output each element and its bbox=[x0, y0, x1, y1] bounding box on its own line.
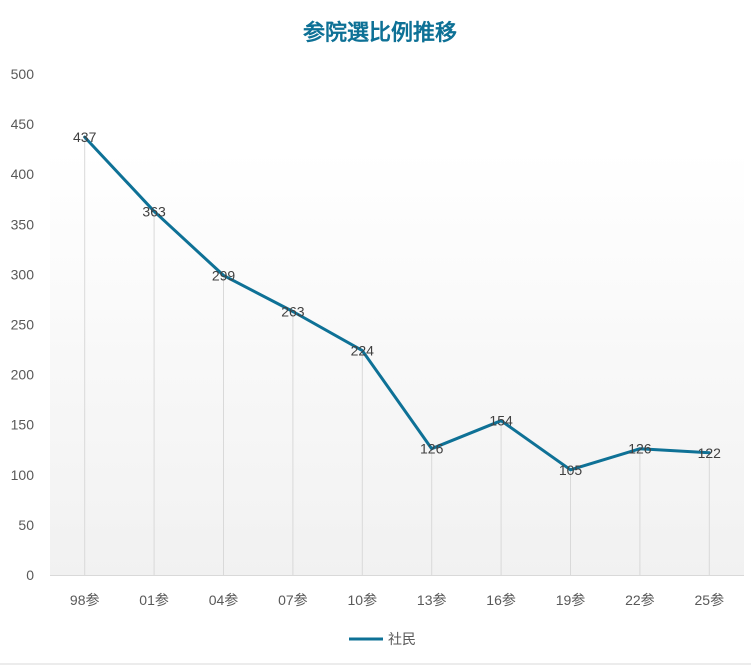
x-axis: 98参 01参 04参 07参 10参 13参 16参 19参 22参 25参 bbox=[50, 575, 744, 608]
x-tick-label: 22参 bbox=[625, 592, 655, 608]
x-tick-label: 16参 bbox=[486, 592, 516, 608]
x-tick-label: 25参 bbox=[695, 592, 725, 608]
data-label: 263 bbox=[281, 303, 305, 319]
y-tick-label: 200 bbox=[11, 367, 35, 383]
x-tick-label: 07参 bbox=[278, 592, 308, 608]
data-label: 363 bbox=[142, 203, 166, 219]
data-label: 299 bbox=[212, 267, 236, 283]
x-tick-label: 13参 bbox=[417, 592, 447, 608]
x-tick-label: 98参 bbox=[70, 592, 100, 608]
x-tick-label: 04参 bbox=[209, 592, 239, 608]
y-axis: 0 50 100 150 200 250 300 350 400 450 500 bbox=[11, 66, 35, 583]
y-tick-label: 150 bbox=[11, 417, 35, 433]
x-tick-label: 01参 bbox=[139, 592, 169, 608]
data-label: 224 bbox=[351, 343, 375, 359]
y-tick-label: 300 bbox=[11, 266, 35, 282]
y-tick-label: 50 bbox=[18, 517, 34, 533]
data-label: 105 bbox=[559, 462, 583, 478]
data-label: 437 bbox=[73, 129, 97, 145]
x-tick-label: 19参 bbox=[556, 592, 586, 608]
y-tick-label: 450 bbox=[11, 116, 35, 132]
y-tick-label: 400 bbox=[11, 166, 35, 182]
drop-lines bbox=[84, 137, 710, 575]
data-label: 126 bbox=[420, 441, 444, 457]
y-tick-label: 100 bbox=[11, 467, 35, 483]
y-tick-label: 0 bbox=[26, 567, 34, 583]
chart-title: 参院選比例推移 bbox=[303, 20, 457, 46]
series-line bbox=[83, 135, 711, 472]
series-group bbox=[83, 135, 711, 472]
y-tick-label: 500 bbox=[11, 66, 35, 82]
legend-label: 社民 bbox=[388, 632, 416, 648]
x-tick-label: 10参 bbox=[348, 592, 378, 608]
data-label: 122 bbox=[698, 445, 722, 461]
data-label: 154 bbox=[489, 413, 513, 429]
data-label: 126 bbox=[628, 441, 652, 457]
legend: 社民 bbox=[349, 632, 416, 648]
y-tick-label: 350 bbox=[11, 216, 35, 232]
data-labels: 437 363 299 263 224 126 154 105 126 122 bbox=[73, 129, 721, 478]
y-tick-label: 250 bbox=[11, 317, 35, 333]
